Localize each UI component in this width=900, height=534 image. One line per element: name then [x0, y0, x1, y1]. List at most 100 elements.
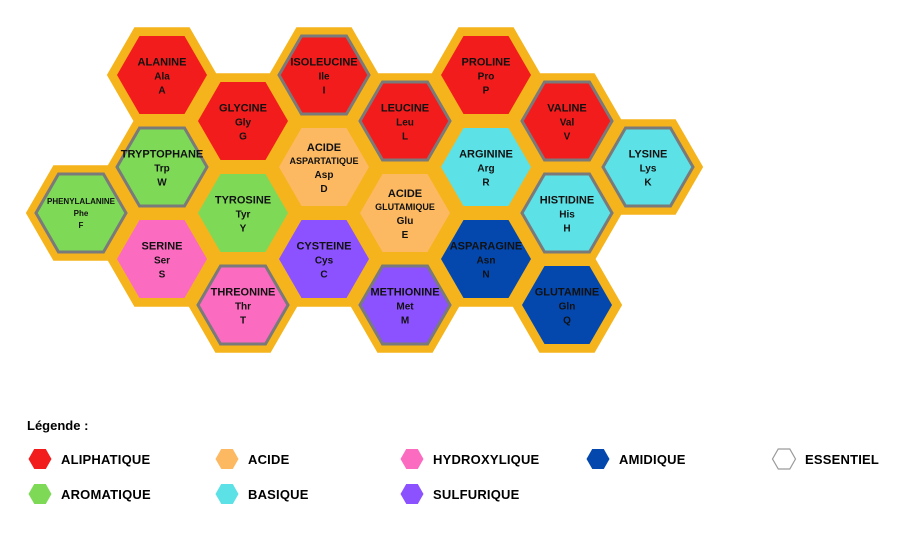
hex-proline: PROLINE Pro P	[441, 36, 531, 114]
hexagon-swatch-icon	[215, 449, 239, 469]
hex-fill	[117, 36, 207, 114]
hex-name: LEUCINE	[381, 103, 429, 115]
hex-code3: Tyr	[236, 210, 251, 221]
hex-fill	[441, 220, 531, 298]
hex-name: VALINE	[547, 103, 587, 115]
hex-fill	[34, 172, 128, 254]
hex-histidine: HISTIDINE His H	[520, 172, 614, 254]
hex-name: LYSINE	[629, 149, 668, 161]
legend-item-acide: ACIDE	[214, 447, 289, 471]
hex-leucine: LEUCINE Leu L	[358, 80, 452, 162]
hex-code1: D	[320, 184, 327, 195]
hex-code3: Ser	[154, 256, 170, 267]
hexagon-swatch-icon	[400, 449, 424, 469]
hex-fill	[277, 34, 371, 116]
hex-serine: SERINE Ser S	[117, 220, 207, 298]
hex-name: TRYPTOPHANE	[121, 149, 204, 161]
hex-code3: Leu	[396, 118, 414, 129]
legend-label: BASIQUE	[248, 486, 309, 502]
hex-code3: Cys	[315, 256, 334, 267]
hex-code3: Glu	[397, 216, 414, 227]
hex-code3: Arg	[477, 164, 494, 175]
hex-code1: L	[402, 132, 408, 143]
hexagon-swatch-icon	[215, 484, 239, 504]
hex-code3: Gly	[235, 118, 252, 129]
hex-alanine: ALANINE Ala A	[117, 36, 207, 114]
hex-fill	[279, 128, 369, 206]
hex-methionine: METHIONINE Met M	[358, 264, 452, 346]
hex-fill	[117, 220, 207, 298]
hex-code3: Ala	[154, 72, 170, 83]
legend: Légende : ALIPHATIQUE ACIDE HYDROXYLIQUE AM…	[0, 400, 900, 534]
hex-code3: Thr	[235, 302, 251, 313]
hexagon-swatch-icon	[28, 484, 52, 504]
hex-fill	[358, 80, 452, 162]
hex-fill	[360, 174, 450, 252]
hex-fill	[358, 264, 452, 346]
hex-name: SERINE	[142, 241, 183, 253]
hex-name: METHIONINE	[370, 287, 439, 299]
hex-code1: P	[483, 86, 490, 97]
hexagon-swatch-icon	[400, 484, 424, 504]
hex-code3: Asn	[477, 256, 496, 267]
legend-item-basique: BASIQUE	[214, 482, 309, 506]
hex-code1: C	[320, 270, 327, 281]
hex-fill	[115, 126, 209, 208]
hex-name: ACIDE	[307, 142, 341, 154]
legend-title: Légende :	[27, 418, 89, 433]
hex-code1: F	[79, 221, 84, 230]
hex-code3: Asp	[315, 170, 334, 181]
hex-code3: Gln	[559, 302, 576, 313]
hexagon-swatch-icon	[28, 449, 52, 469]
hex-fill	[520, 172, 614, 254]
hex-tryptophane: TRYPTOPHANE Trp W	[115, 126, 209, 208]
legend-label: AMIDIQUE	[619, 451, 686, 467]
hex-fill	[441, 36, 531, 114]
amino-acid-hex-map: ALANINEAlaAISOLEUCINEIleIPROLINEProPGLYC…	[25, 27, 704, 353]
hex-phenylalanine: PHENYLALANINE Phe F	[34, 172, 128, 254]
hex-code1: A	[158, 86, 165, 97]
hex-fill	[601, 126, 695, 208]
legend-item-hydroxylique: HYDROXYLIQUE	[399, 447, 539, 471]
hex-acide-glutamique: ACIDE GLUTAMIQUE Glu E	[360, 174, 450, 252]
hex-fill	[441, 128, 531, 206]
hex-code3: Ile	[318, 72, 330, 83]
hex-name: ASPARTATIQUE	[290, 156, 359, 166]
legend-item-amidique: AMIDIQUE	[585, 447, 686, 471]
hex-code1: I	[323, 86, 326, 97]
legend-item-essentiel: ESSENTIEL	[771, 447, 879, 471]
hex-code1: T	[240, 316, 246, 327]
hex-name: GLUTAMIQUE	[375, 202, 435, 212]
hex-fill	[279, 220, 369, 298]
hex-code3: His	[559, 210, 575, 221]
hex-code3: Trp	[154, 164, 170, 175]
hex-name: GLUTAMINE	[535, 287, 600, 299]
hex-asparagine: ASPARAGINE Asn N	[441, 220, 531, 298]
hex-valine: VALINE Val V	[520, 80, 614, 162]
hex-name: ASPARAGINE	[450, 241, 523, 253]
hex-fill	[198, 174, 288, 252]
hex-name: TYROSINE	[215, 195, 271, 207]
hex-name: CYSTEINE	[296, 241, 351, 253]
legend-item-sulfurique: SULFURIQUE	[399, 482, 520, 506]
hex-isoleucine: ISOLEUCINE Ile I	[277, 34, 371, 116]
hex-code1: K	[644, 178, 652, 189]
hex-arginine: ARGININE Arg R	[441, 128, 531, 206]
hex-code1: V	[564, 132, 571, 143]
hex-tyrosine: TYROSINE Tyr Y	[198, 174, 288, 252]
legend-item-aromatique: AROMATIQUE	[27, 482, 151, 506]
hex-glycine: GLYCINE Gly G	[198, 82, 288, 160]
hex-lysine: LYSINE Lys K	[601, 126, 695, 208]
hex-threonine: THREONINE Thr T	[196, 264, 290, 346]
hex-name: GLYCINE	[219, 103, 267, 115]
hex-cysteine: CYSTEINE Cys C	[279, 220, 369, 298]
hex-code1: S	[159, 270, 166, 281]
hex-code1: Y	[240, 224, 247, 235]
hex-fill	[522, 266, 612, 344]
hex-fill	[196, 264, 290, 346]
hex-glutamine: GLUTAMINE Gln Q	[522, 266, 612, 344]
legend-label: HYDROXYLIQUE	[433, 451, 540, 467]
hex-acide-aspartatique: ACIDE ASPARTATIQUE Asp D	[279, 128, 369, 206]
hex-code3: Phe	[74, 209, 89, 218]
hex-code3: Lys	[640, 164, 657, 175]
